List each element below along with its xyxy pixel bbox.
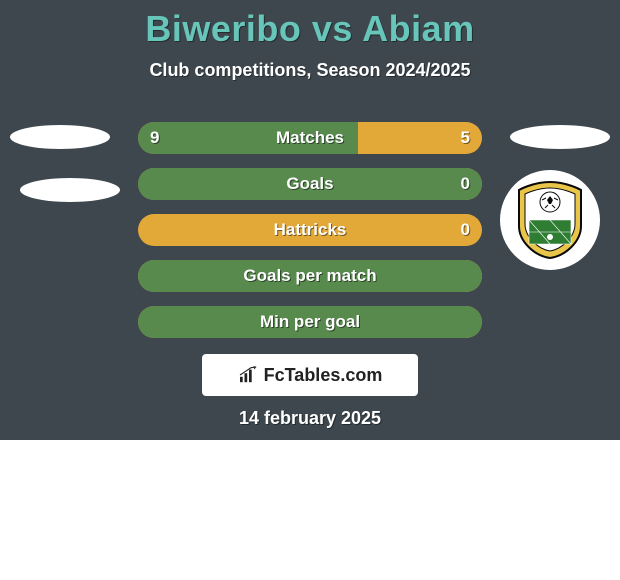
stat-left-value: 9 [150, 128, 159, 148]
club-crest-icon [515, 180, 585, 260]
stat-label: Hattricks [274, 220, 347, 240]
brand-text: FcTables.com [264, 365, 383, 386]
page-title: Biweribo vs Abiam [0, 0, 620, 50]
stat-label: Min per goal [260, 312, 360, 332]
player-left-avatar-shadow [10, 125, 110, 149]
player-right-avatar-shadow [510, 125, 610, 149]
fctables-logo-icon [238, 366, 260, 384]
stat-bar: Hattricks 0 [138, 214, 482, 246]
stat-right-value: 0 [461, 220, 470, 240]
stat-bar: 9 Matches 5 [138, 122, 482, 154]
player-right-club-crest [500, 170, 600, 270]
stat-bar: Goals 0 [138, 168, 482, 200]
page-subtitle: Club competitions, Season 2024/2025 [0, 60, 620, 81]
stat-right-value: 0 [461, 174, 470, 194]
stats-card: Biweribo vs Abiam Club competitions, Sea… [0, 0, 620, 440]
player-left-club-shadow [20, 178, 120, 202]
stat-label: Goals [286, 174, 333, 194]
stat-right-value: 5 [461, 128, 470, 148]
stat-label: Goals per match [243, 266, 376, 286]
stat-label: Matches [276, 128, 344, 148]
snapshot-date: 14 february 2025 [0, 408, 620, 429]
brand-badge[interactable]: FcTables.com [202, 354, 418, 396]
stat-bars: 9 Matches 5 Goals 0 Hattricks 0 Goals per match… [138, 122, 482, 352]
stat-bar: Min per goal [138, 306, 482, 338]
stat-bar: Goals per match [138, 260, 482, 292]
